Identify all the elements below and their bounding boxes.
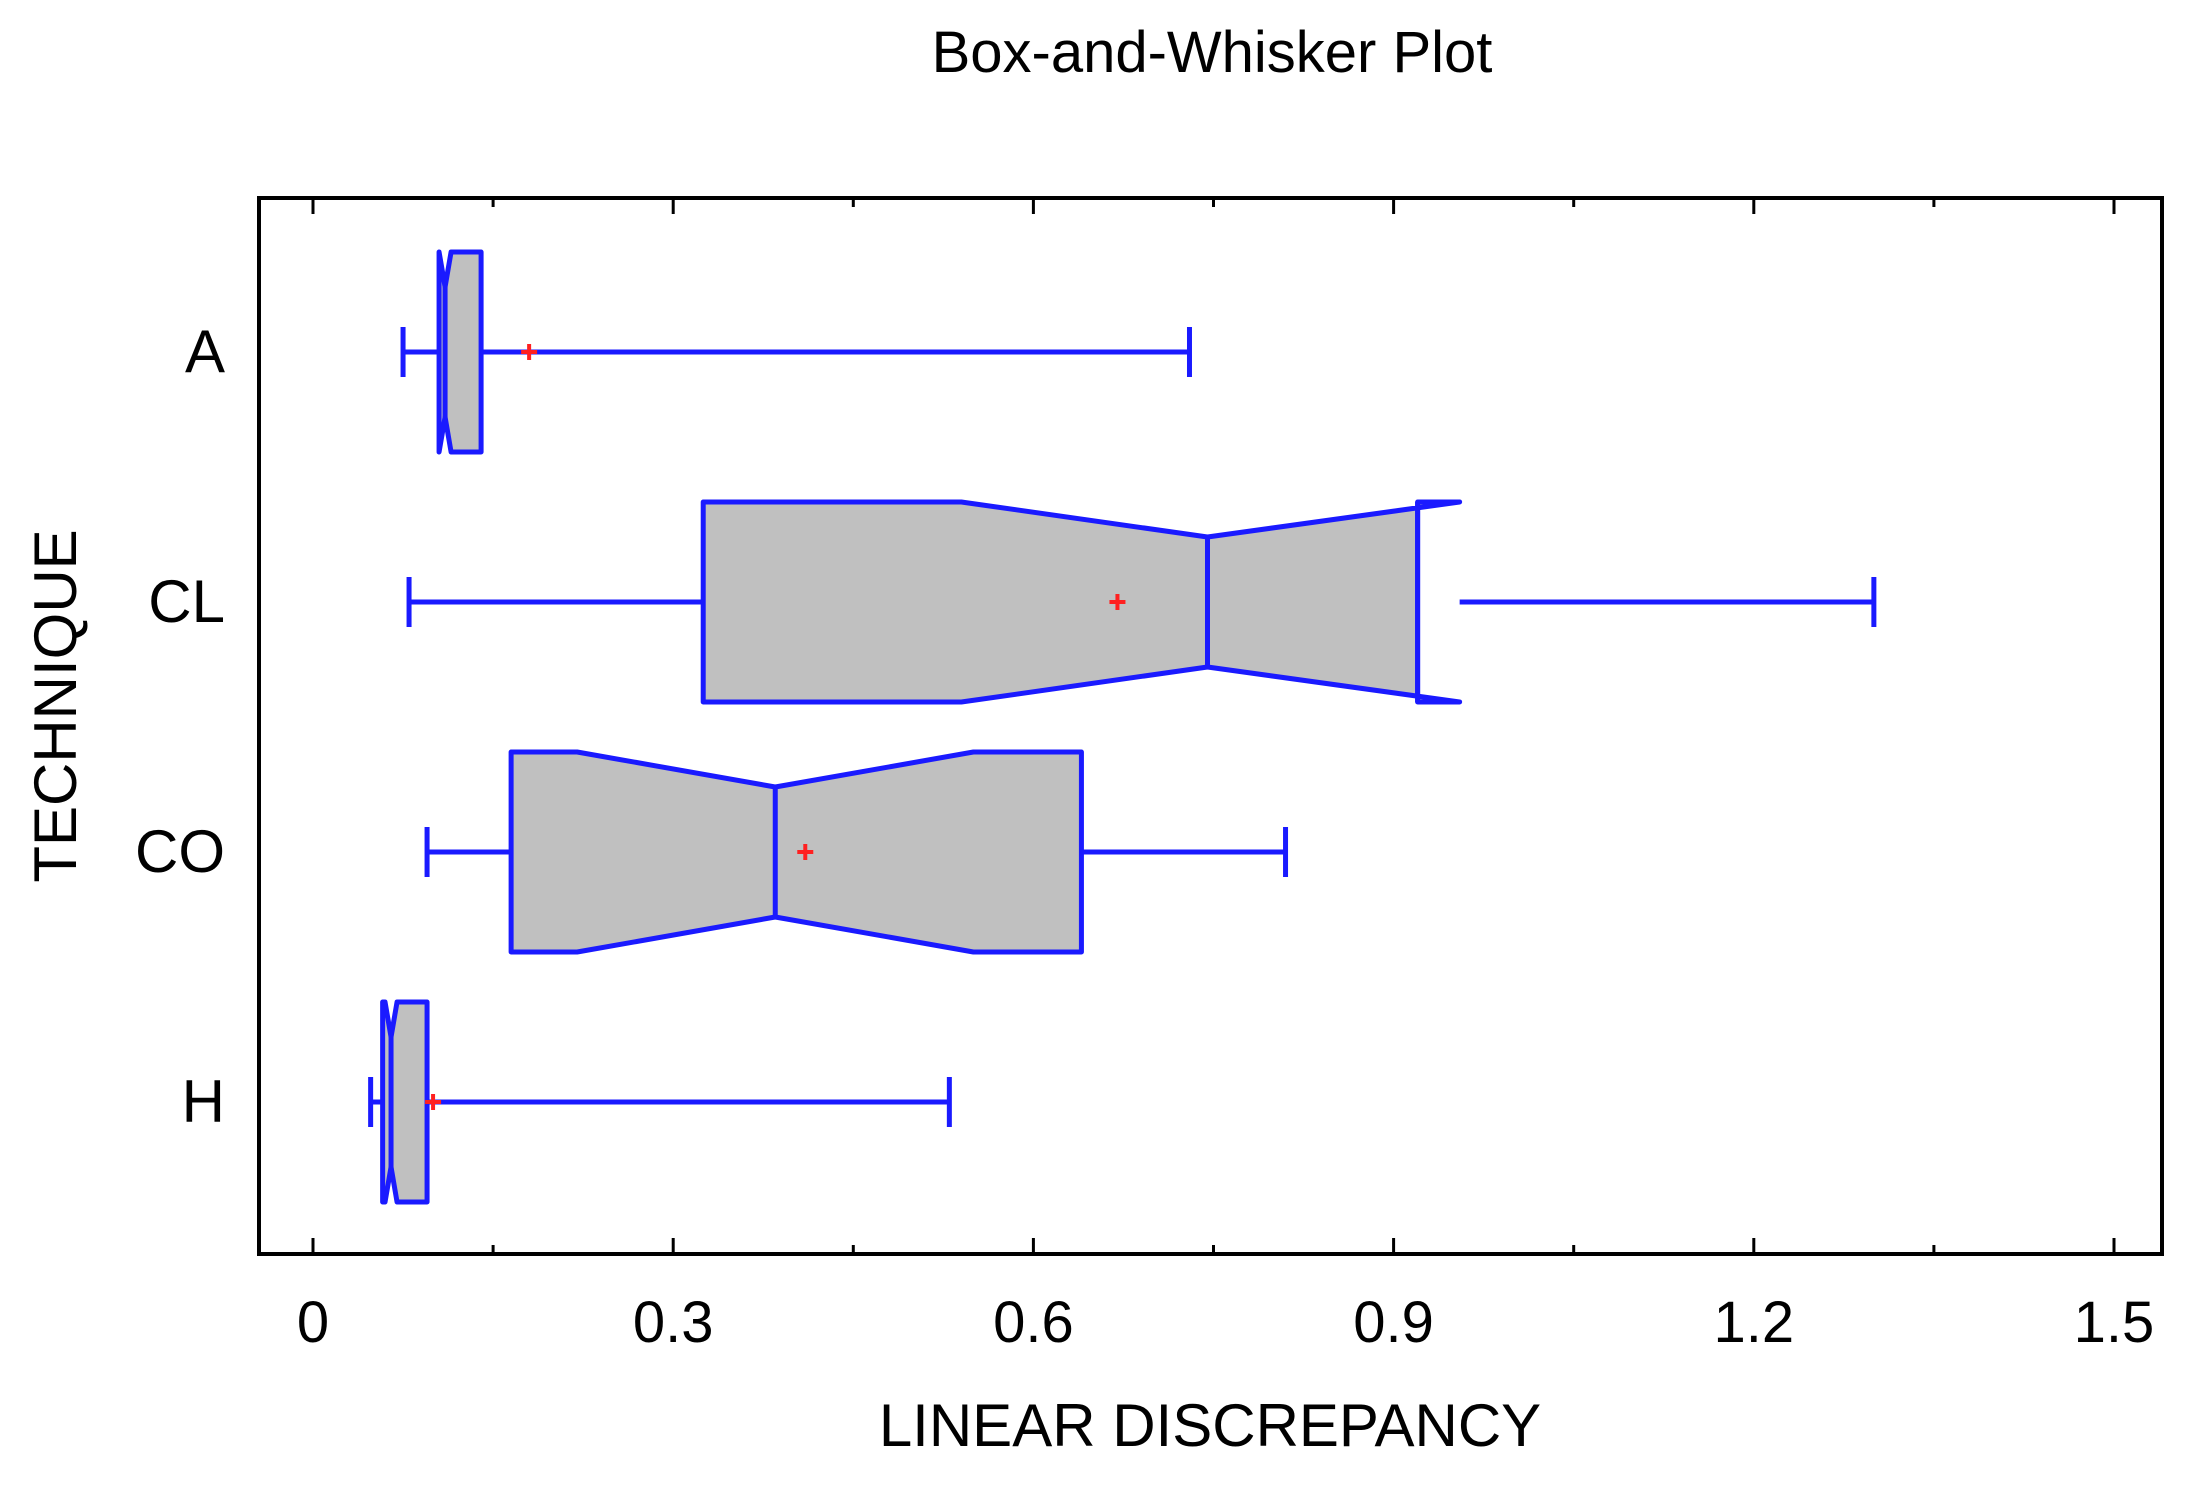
x-tick-label: 0.6 <box>993 1290 1074 1355</box>
x-tick-label: 1.2 <box>1713 1290 1794 1355</box>
category-label: H <box>182 1068 225 1135</box>
x-tick-label: 0 <box>297 1290 329 1355</box>
x-axis-label: LINEAR DISCREPANCY <box>879 1392 1541 1459</box>
x-tick-label: 1.5 <box>2074 1290 2155 1355</box>
x-tick-label: 0.9 <box>1353 1290 1434 1355</box>
category-label: A <box>185 318 225 385</box>
category-label: CO <box>135 818 225 885</box>
box-body <box>436 249 484 455</box>
box-body <box>380 999 430 1205</box>
boxes-layer: A CL CO H <box>135 249 1877 1205</box>
box-co: CO <box>135 749 1289 955</box>
box-cl: CL <box>148 499 1877 705</box>
box-body <box>700 499 1463 705</box>
box-h: H <box>182 999 952 1205</box>
box-a: A <box>185 249 1192 455</box>
box-body <box>508 749 1084 955</box>
chart-title: Box-and-Whisker Plot <box>932 20 1493 85</box>
category-label: CL <box>148 568 225 635</box>
y-axis-label: TECHNIQUE <box>22 529 89 882</box>
plot-frame <box>257 196 2164 1256</box>
x-tick-label: 0.3 <box>633 1290 714 1355</box>
x-axis: 0 0.3 0.6 0.9 1.2 1.5 <box>297 198 2154 1355</box>
